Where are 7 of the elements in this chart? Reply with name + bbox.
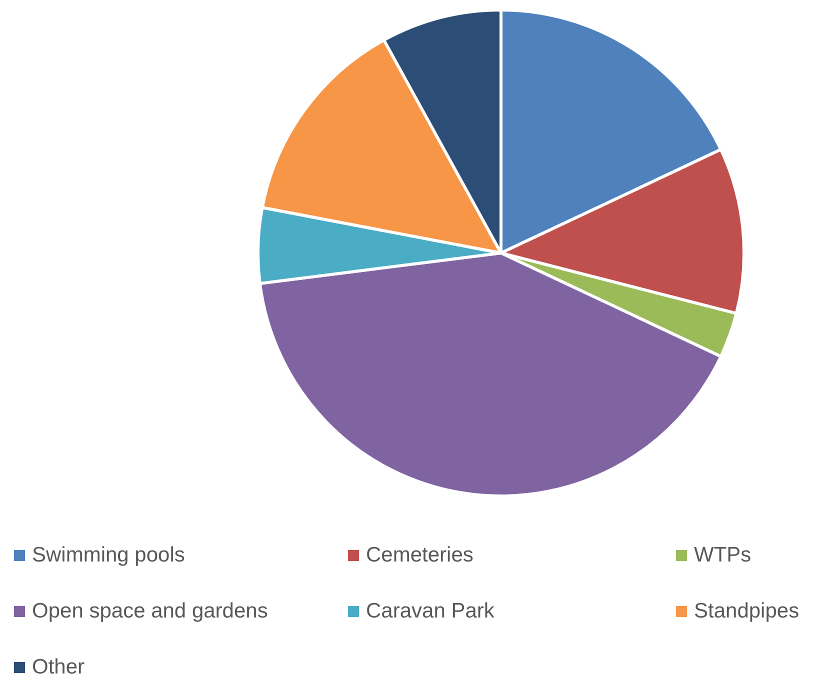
legend-label: WTPs <box>694 544 752 567</box>
legend-label: Swimming pools <box>32 544 185 567</box>
legend-label: Caravan Park <box>366 600 495 623</box>
legend-label: Standpipes <box>694 600 800 623</box>
legend-label: Open space and gardens <box>32 600 268 623</box>
legend-label: Other <box>32 656 85 679</box>
legend-label: Cemeteries <box>366 544 474 567</box>
